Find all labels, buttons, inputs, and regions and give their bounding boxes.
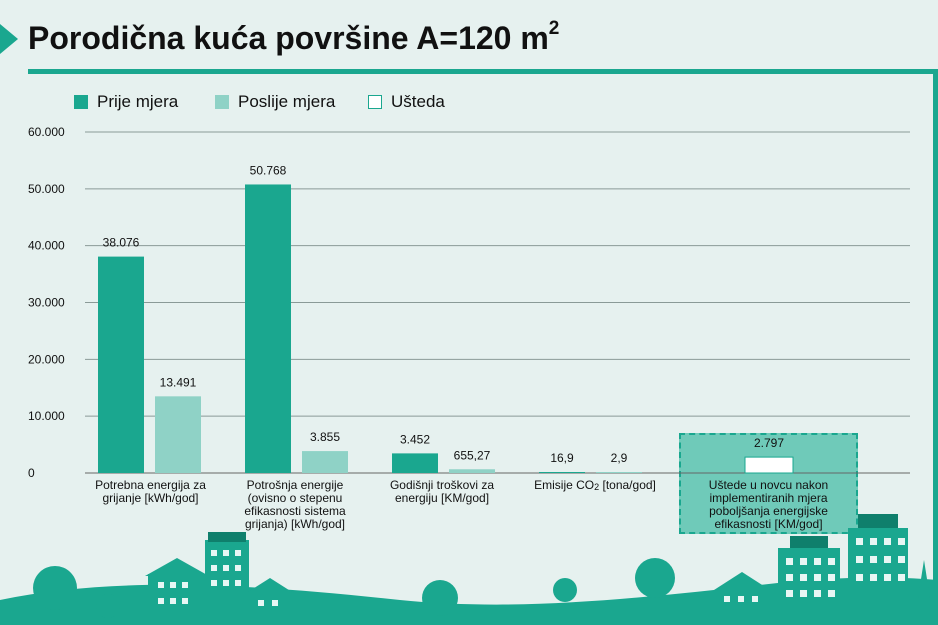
category-label-3: Emisije CO2 [tona/god]: [534, 478, 656, 493]
bar-0-0: [98, 256, 144, 473]
legend-item-before: Prije mjera: [74, 92, 178, 112]
title-arrow-icon: [0, 24, 18, 54]
bar-0-2: [392, 453, 438, 473]
bar-1-1: [302, 451, 348, 473]
legend-label-after: Poslije mjera: [238, 92, 336, 111]
skyline-illustration: [0, 514, 938, 625]
data-label-0-0: 38.076: [103, 236, 140, 250]
legend-swatch-before: [74, 95, 88, 109]
bar-1-2: [449, 469, 495, 473]
y-tick-label: 50.000: [28, 182, 65, 196]
category-label-4: Uštede u novcu nakon implementiranih mje…: [708, 478, 829, 531]
data-label-2-4: 2.797: [754, 436, 784, 450]
data-label-1-2: 655,27: [454, 448, 491, 462]
category-label-0: Potrebna energija za grijanje [kWh/god]: [95, 478, 206, 505]
bar-1-3: [596, 472, 642, 473]
category-label-2: Godišnji troškovi za energiju [KM/god]: [389, 478, 495, 505]
savings-highlight-box: [679, 433, 858, 534]
data-label-0-3: 16,9: [550, 451, 574, 465]
legend-item-savings: Ušteda: [368, 92, 445, 112]
bar-2-4: [744, 456, 794, 474]
y-tick-label: 40.000: [28, 239, 65, 253]
bar-0-1: [245, 184, 291, 473]
data-label-0-2: 3.452: [400, 432, 430, 446]
legend-label-savings: Ušteda: [391, 92, 445, 111]
y-tick-label: 20.000: [28, 352, 65, 366]
legend-item-after: Poslije mjera: [215, 92, 335, 112]
title-bar: Porodična kuća površine A=120 m2: [0, 12, 938, 64]
chart-title: Porodična kuća površine A=120 m2: [28, 18, 560, 56]
y-tick-label: 0: [28, 466, 35, 480]
legend-label-before: Prije mjera: [97, 92, 179, 111]
y-tick-label: 30.000: [28, 296, 65, 310]
frame-right-border: [933, 69, 938, 625]
bar-1-0: [155, 396, 201, 473]
data-label-0-1: 50.768: [250, 163, 287, 177]
legend-swatch-after: [215, 95, 229, 109]
y-tick-label: 60.000: [28, 125, 65, 139]
data-label-1-0: 13.491: [160, 375, 197, 389]
data-label-1-3: 2,9: [611, 451, 628, 465]
category-label-1: Potrošnja energije (ovisno o stepenu efi…: [244, 478, 346, 531]
data-label-1-1: 3.855: [310, 430, 340, 444]
frame-top-border: [28, 69, 938, 74]
y-tick-label: 10.000: [28, 409, 65, 423]
bar-0-3: [539, 472, 585, 473]
legend-swatch-savings: [368, 95, 382, 109]
